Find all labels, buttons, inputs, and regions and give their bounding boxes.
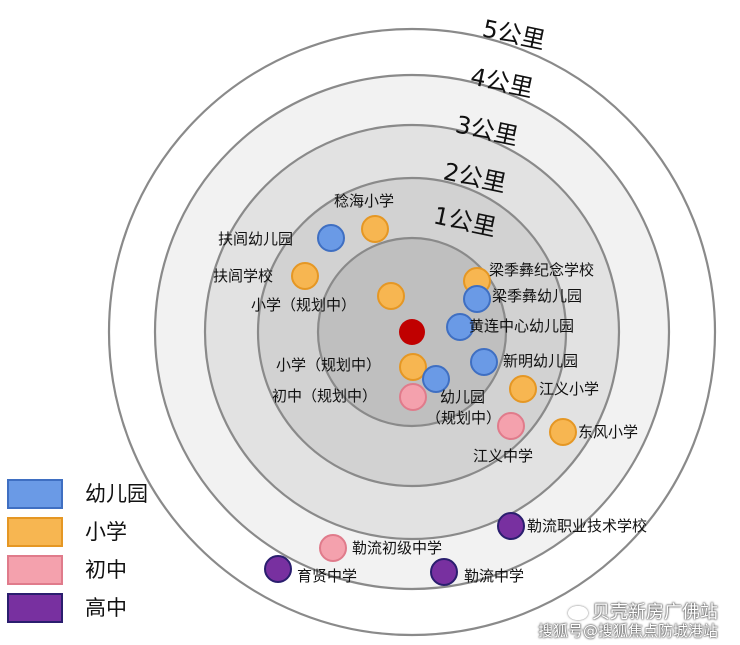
school-label: 黄连中心幼儿园 bbox=[469, 317, 574, 335]
school-label: 育贤中学 bbox=[297, 567, 357, 585]
school-marker bbox=[361, 215, 389, 243]
legend-item-senior: 高中 bbox=[7, 593, 177, 625]
watermark-line1: 贝壳新房广佛站 bbox=[568, 598, 718, 624]
school-label: 梁季彝纪念学校 bbox=[489, 261, 594, 279]
legend-label: 高中 bbox=[85, 596, 127, 620]
school-marker bbox=[463, 285, 491, 313]
school-label: 江义小学 bbox=[539, 380, 599, 398]
legend-item-kindergarten: 幼儿园 bbox=[7, 479, 177, 511]
center-location-marker bbox=[399, 319, 425, 345]
school-marker bbox=[497, 512, 525, 540]
school-label: 扶闾幼儿园 bbox=[218, 230, 293, 248]
school-marker bbox=[317, 224, 345, 252]
school-label: 小学（规划中） bbox=[276, 356, 381, 374]
legend-swatch bbox=[7, 517, 63, 547]
school-label: 勒流职业技术学校 bbox=[527, 517, 647, 535]
legend-item-junior: 初中 bbox=[7, 555, 177, 587]
legend-label: 小学 bbox=[85, 520, 127, 544]
school-marker bbox=[291, 262, 319, 290]
school-label: 扶闾学校 bbox=[213, 267, 273, 285]
school-label: 勒流中学 bbox=[464, 567, 524, 585]
school-marker bbox=[497, 412, 525, 440]
legend-swatch bbox=[7, 479, 63, 509]
school-label: 梁季彝幼儿园 bbox=[492, 287, 582, 305]
wechat-icon bbox=[568, 606, 588, 620]
legend-item-primary: 小学 bbox=[7, 517, 177, 549]
legend-label: 初中 bbox=[85, 558, 127, 582]
school-marker bbox=[319, 534, 347, 562]
school-label: 幼儿园 bbox=[440, 388, 485, 406]
school-marker bbox=[422, 365, 450, 393]
watermark-line2: 搜狐号@搜狐焦点防城港站 bbox=[537, 622, 718, 640]
school-label: 小学（规划中） bbox=[251, 296, 356, 314]
legend-swatch bbox=[7, 593, 63, 623]
school-label: 东风小学 bbox=[578, 423, 638, 441]
school-marker bbox=[509, 375, 537, 403]
school-markers bbox=[264, 215, 577, 586]
school-label: 初中（规划中） bbox=[272, 387, 377, 405]
school-label: 稔海小学 bbox=[334, 192, 394, 210]
legend-label: 幼儿园 bbox=[85, 482, 148, 506]
school-label: 江义中学 bbox=[473, 447, 533, 465]
school-marker bbox=[399, 383, 427, 411]
school-marker bbox=[399, 353, 427, 381]
school-marker bbox=[446, 313, 474, 341]
watermark-text: 贝壳新房广佛站 bbox=[592, 602, 718, 623]
school-label: （规划中） bbox=[426, 409, 501, 427]
legend-swatch bbox=[7, 555, 63, 585]
school-marker bbox=[264, 555, 292, 583]
school-labels: 稔海小学 扶闾幼儿园 扶闾学校 小学（规划中） 梁季彝纪念学校 梁季彝幼儿园 黄… bbox=[213, 192, 647, 585]
school-marker bbox=[470, 348, 498, 376]
school-label: 新明幼儿园 bbox=[503, 352, 578, 370]
school-marker bbox=[377, 282, 405, 310]
school-label: 勒流初级中学 bbox=[352, 539, 442, 557]
school-marker bbox=[549, 418, 577, 446]
school-marker bbox=[430, 558, 458, 586]
